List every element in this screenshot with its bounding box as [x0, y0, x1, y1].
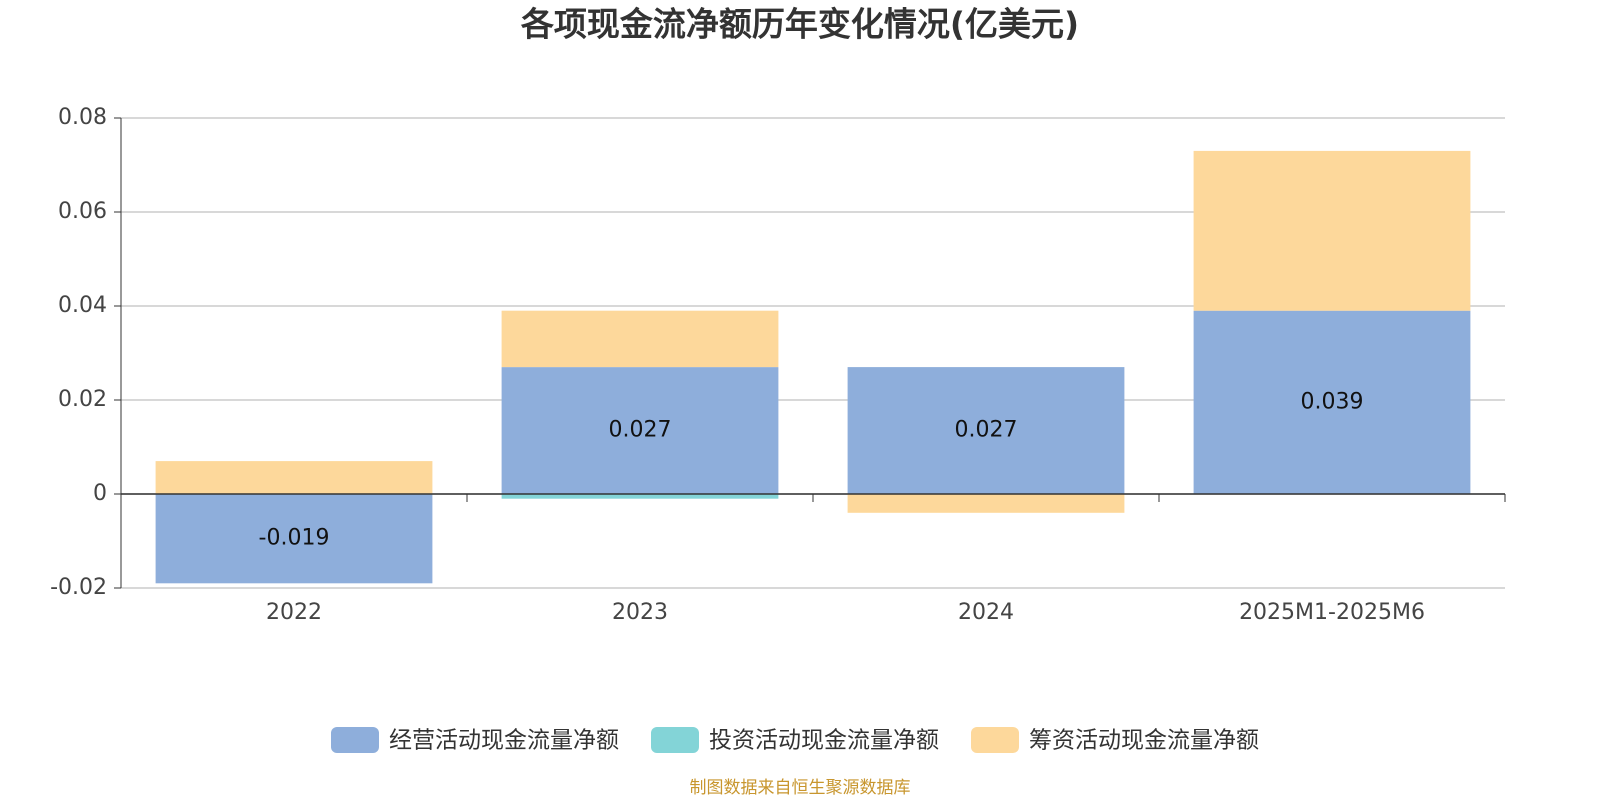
value-label: 0.027 — [955, 418, 1018, 443]
x-tick-label: 2025M1-2025M6 — [1239, 600, 1425, 625]
x-tick-label: 2024 — [958, 600, 1014, 625]
legend-swatch — [331, 727, 379, 753]
legend-label: 筹资活动现金流量净额 — [1029, 728, 1259, 754]
y-tick-label: 0.04 — [58, 293, 107, 318]
y-tick-label: 0 — [93, 481, 107, 506]
bar — [501, 367, 779, 494]
x-tick-label: 2023 — [612, 600, 668, 625]
bar — [155, 494, 433, 584]
bar — [1193, 310, 1471, 494]
footer: 制图数据来自恒生聚源数据库 — [690, 778, 911, 798]
y-tick-label: 0.08 — [58, 105, 107, 130]
legend-swatch — [651, 727, 699, 753]
value-label: -0.019 — [259, 526, 330, 551]
value-label: 0.027 — [609, 418, 672, 443]
x-tick-label: 2022 — [266, 600, 322, 625]
bar — [847, 494, 1125, 513]
y-tick-label: -0.02 — [50, 575, 107, 600]
bar — [847, 367, 1125, 494]
legend-swatch — [971, 727, 1019, 753]
value-label: 0.039 — [1301, 389, 1364, 414]
legend-label: 投资活动现金流量净额 — [709, 728, 939, 754]
bar — [501, 310, 779, 368]
legend-label: 经营活动现金流量净额 — [389, 728, 619, 754]
chart-title: 各项现金流净额历年变化情况(亿美元) — [520, 5, 1079, 44]
bar — [1193, 150, 1471, 311]
y-tick-label: 0.02 — [58, 387, 107, 412]
bar — [155, 461, 433, 494]
y-tick-label: 0.06 — [58, 199, 107, 224]
bar — [501, 494, 779, 499]
